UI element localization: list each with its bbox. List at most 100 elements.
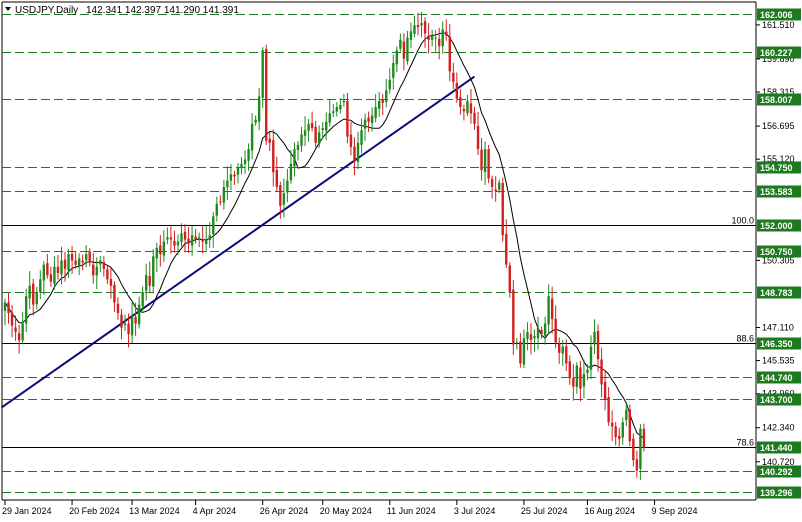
candle-body-37 <box>134 316 137 324</box>
candle-body-133 <box>473 112 476 124</box>
candle-body-68 <box>243 159 247 165</box>
candle-76 <box>272 129 275 187</box>
candle-39 <box>141 286 144 312</box>
candle-body-109 <box>388 79 391 90</box>
candle-body-158 <box>561 346 564 354</box>
candle-42 <box>152 249 155 294</box>
candle-98 <box>349 121 353 156</box>
fib-label-5: 100.0 <box>731 216 754 226</box>
y-tick-label-5: 150.305 <box>762 255 795 265</box>
candle-75 <box>268 132 271 151</box>
candle-body-166 <box>589 346 593 370</box>
candle-181 <box>642 423 646 452</box>
candle-137 <box>487 144 490 184</box>
x-tick-label-0: 29 Jan 2024 <box>2 506 52 516</box>
candle-67 <box>240 157 243 175</box>
candle-58 <box>208 222 211 249</box>
candle-106 <box>377 91 381 117</box>
candle-body-36 <box>130 317 134 336</box>
candle-130 <box>462 104 466 121</box>
candle-97 <box>346 93 349 144</box>
candle-body-88 <box>314 126 317 143</box>
candle-body-77 <box>275 169 279 187</box>
candle-body-106 <box>377 100 381 109</box>
candle-body-181 <box>642 428 646 448</box>
candle-body-31 <box>113 284 116 303</box>
x-axis-ticks: 29 Jan 2024 20 Feb 2024 13 Mar 2024 4 Apr 2… <box>2 500 698 516</box>
candle-body-150 <box>533 336 536 339</box>
candle-body-92 <box>328 113 331 123</box>
candle-116 <box>413 15 416 38</box>
candle-body-23 <box>84 254 88 261</box>
horizontal-levels <box>2 14 756 493</box>
candle-129 <box>459 88 462 115</box>
candle-body-128 <box>455 82 459 99</box>
candle-135 <box>480 138 483 181</box>
symbol-label: USDJPY,Daily <box>15 5 78 16</box>
candle-body-29 <box>106 269 109 280</box>
x-tick-label-2: 13 Mar 2024 <box>129 506 180 516</box>
candle-body-176 <box>625 409 628 421</box>
candle-body-146 <box>519 341 522 364</box>
candle-body-113 <box>402 41 406 59</box>
candle-77 <box>275 156 279 192</box>
candle-120 <box>427 22 430 54</box>
candle-154 <box>547 284 550 335</box>
x-tick-label-8: 25 Jul 2024 <box>521 506 568 516</box>
candle-177 <box>628 404 632 447</box>
candles <box>3 11 646 480</box>
candle-71 <box>254 115 257 126</box>
symbol-dropdown-icon[interactable] <box>5 7 11 11</box>
candle-7 <box>28 271 31 310</box>
candle-86 <box>307 119 310 142</box>
fib-labels: 100.0 88.6 78.6 <box>731 216 754 448</box>
candle-body-65 <box>233 174 236 177</box>
candle-body-48 <box>173 240 176 246</box>
level-label-6: 150.750 <box>760 247 793 257</box>
moving-average-layer <box>4 32 645 439</box>
y-tick-label-6: 147.110 <box>762 322 794 332</box>
candle-54 <box>194 229 197 244</box>
y-tick-label-3: 156.695 <box>762 121 795 131</box>
y-tick-label-0: 161.510 <box>762 20 795 30</box>
candle-body-163 <box>579 367 582 389</box>
candle-99 <box>353 137 356 176</box>
candle-body-123 <box>437 38 441 47</box>
ohlc-readout: 142.341 142.397 141.290 141.391 <box>86 5 239 16</box>
fib-label-11: 78.6 <box>736 438 754 448</box>
candle-36 <box>130 303 134 343</box>
candle-body-104 <box>370 115 374 124</box>
candle-body-7 <box>28 285 31 299</box>
candle-89 <box>317 125 321 148</box>
candle-body-17 <box>63 259 67 269</box>
x-tick-label-10: 9 Sep 2024 <box>652 506 698 516</box>
candle-85 <box>303 116 307 146</box>
candle-body-79 <box>282 193 286 205</box>
candle-175 <box>621 417 624 445</box>
candle-3 <box>14 315 17 341</box>
candle-16 <box>60 246 63 285</box>
candle-body-155 <box>550 298 554 320</box>
y-tick-label-10: 140.720 <box>762 457 795 467</box>
candle-102 <box>363 113 367 141</box>
candle-15 <box>56 255 60 280</box>
candle-body-165 <box>586 369 589 374</box>
candle-body-170 <box>603 381 607 400</box>
candle-body-172 <box>610 422 614 427</box>
candle-104 <box>370 107 374 132</box>
candle-14 <box>53 256 56 290</box>
candle-144 <box>512 280 515 355</box>
candle-body-179 <box>635 459 639 471</box>
candle-83 <box>296 141 300 161</box>
candle-155 <box>550 286 554 334</box>
candle-18 <box>67 248 70 278</box>
candle-body-76 <box>272 140 275 173</box>
candle-body-42 <box>152 256 155 287</box>
candle-40 <box>145 263 148 301</box>
candle-4 <box>17 324 21 354</box>
candle-body-21 <box>77 258 81 267</box>
candle-body-162 <box>575 365 579 387</box>
candle-111 <box>395 46 399 73</box>
candle-body-137 <box>487 149 490 179</box>
candle-41 <box>148 261 151 293</box>
